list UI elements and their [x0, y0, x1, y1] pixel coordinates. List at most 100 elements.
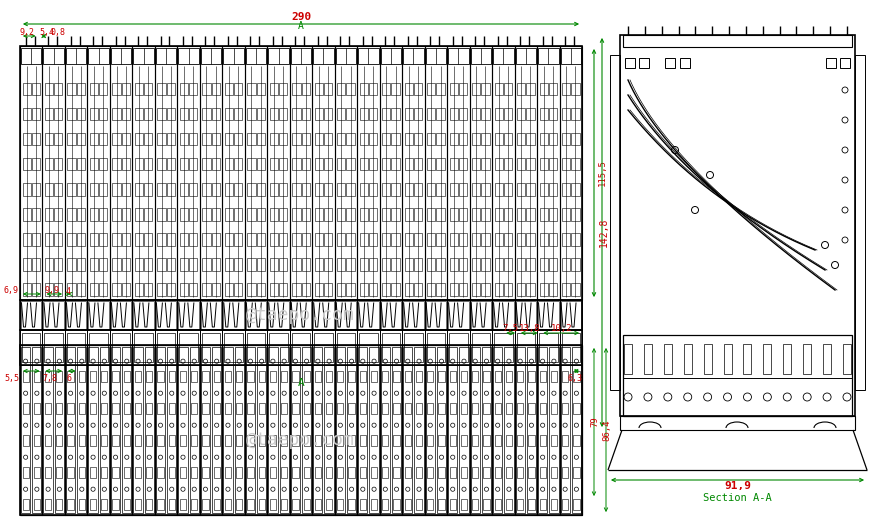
Bar — [54, 208, 62, 220]
Bar — [447, 330, 469, 365]
Bar — [56, 435, 62, 446]
Bar — [483, 435, 489, 446]
Bar — [414, 347, 424, 513]
Bar — [414, 233, 422, 246]
Bar — [427, 435, 434, 446]
Bar — [146, 403, 152, 414]
Bar — [573, 371, 579, 382]
Bar — [379, 330, 402, 365]
Bar — [482, 183, 489, 196]
Bar — [225, 133, 233, 145]
Bar — [302, 258, 309, 271]
Bar — [44, 347, 52, 513]
Bar — [337, 83, 345, 95]
Bar — [416, 467, 422, 478]
Bar — [402, 330, 425, 365]
Bar — [65, 46, 87, 300]
Bar — [180, 284, 188, 296]
Bar — [189, 83, 198, 95]
Bar — [225, 158, 233, 171]
Bar — [180, 467, 186, 478]
Bar — [562, 258, 570, 271]
Bar — [77, 258, 85, 271]
Bar — [191, 435, 198, 446]
Bar — [169, 371, 175, 382]
Bar — [79, 499, 85, 510]
Bar — [562, 183, 570, 196]
Bar — [180, 183, 188, 196]
Bar — [157, 158, 165, 171]
Bar — [313, 301, 334, 329]
Bar — [482, 347, 491, 513]
Bar — [32, 347, 41, 513]
Bar — [31, 133, 40, 145]
Bar — [269, 333, 288, 362]
Bar — [392, 158, 399, 171]
Bar — [470, 301, 491, 329]
Bar — [292, 233, 301, 246]
Bar — [88, 301, 109, 329]
Bar — [203, 403, 209, 414]
Bar — [279, 233, 288, 246]
Text: Section A-A: Section A-A — [703, 493, 772, 503]
Bar — [23, 371, 29, 382]
Bar — [449, 183, 458, 196]
Bar — [560, 48, 581, 64]
Bar — [324, 158, 332, 171]
Bar — [21, 347, 31, 513]
Bar — [382, 183, 391, 196]
Bar — [281, 435, 288, 446]
Bar — [562, 208, 570, 220]
Bar — [23, 233, 31, 246]
Bar — [427, 183, 435, 196]
Bar — [203, 284, 211, 296]
Bar — [23, 258, 31, 271]
Bar — [506, 435, 512, 446]
Bar — [180, 208, 188, 220]
Bar — [270, 183, 278, 196]
Bar — [526, 133, 535, 145]
Bar — [448, 347, 457, 513]
Bar — [414, 183, 422, 196]
Bar — [572, 258, 579, 271]
Bar — [517, 183, 525, 196]
Bar — [77, 133, 85, 145]
Bar — [67, 83, 76, 95]
Bar — [470, 347, 480, 513]
Bar — [572, 158, 579, 171]
Bar — [414, 258, 422, 271]
Bar — [302, 108, 309, 120]
Bar — [292, 208, 301, 220]
Bar — [189, 233, 198, 246]
Bar — [561, 333, 580, 362]
Bar — [54, 83, 62, 95]
Bar — [135, 435, 141, 446]
Bar — [572, 208, 579, 220]
Bar — [437, 347, 446, 513]
Bar — [315, 499, 321, 510]
Bar — [436, 258, 445, 271]
Bar — [135, 467, 141, 478]
Bar — [447, 300, 469, 330]
Bar — [562, 83, 570, 95]
Bar — [180, 83, 188, 95]
Bar — [560, 301, 581, 329]
Bar — [427, 208, 435, 220]
Bar — [222, 330, 245, 365]
Bar — [382, 435, 388, 446]
Bar — [123, 467, 130, 478]
Bar — [67, 183, 76, 196]
Bar — [290, 345, 312, 515]
Bar — [436, 108, 445, 120]
Bar — [110, 300, 132, 330]
Bar — [414, 158, 422, 171]
Bar — [222, 345, 245, 515]
Bar — [326, 467, 332, 478]
Bar — [257, 83, 265, 95]
Bar — [517, 108, 525, 120]
Bar — [90, 108, 98, 120]
Bar — [45, 333, 63, 362]
Bar — [87, 330, 110, 365]
Bar — [459, 158, 467, 171]
Bar — [225, 83, 233, 95]
